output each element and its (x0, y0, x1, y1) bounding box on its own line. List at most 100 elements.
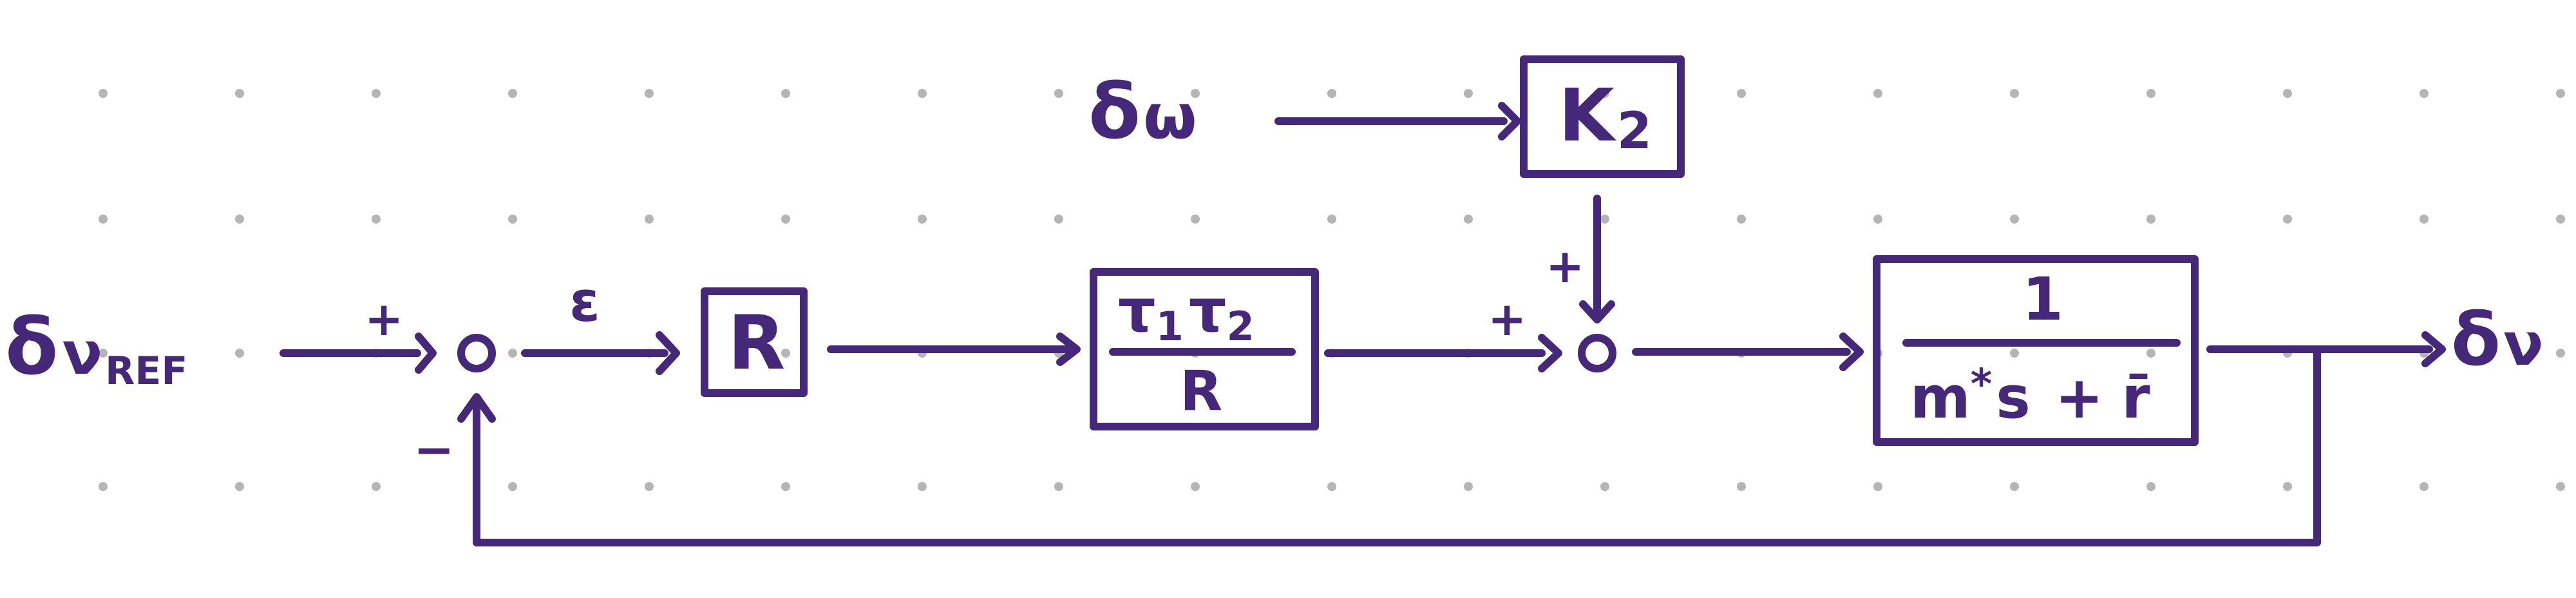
arrowhead-into-plant (1839, 333, 1864, 371)
grid-dot (918, 215, 927, 224)
sign-sum1-input: + (365, 292, 403, 346)
grid-dot (235, 89, 244, 98)
tau1-subscript: 1 (1156, 303, 1184, 350)
grid-dot (2283, 482, 2292, 491)
tau1-symbol: τ (1118, 276, 1156, 345)
block-r (701, 287, 808, 397)
plant-r-symbol: r̄ (2121, 364, 2150, 432)
signal-disturbance-label: δω (1088, 67, 1197, 156)
arrowhead-into-sum2 (1538, 334, 1562, 372)
arrowhead-into-sum2-top (1579, 300, 1615, 323)
grid-dot (235, 215, 244, 224)
input-delta-symbol: δ (5, 303, 58, 392)
block-r-label: R (728, 300, 785, 387)
grid-dot (1737, 215, 1746, 224)
grid-dot (1327, 482, 1336, 491)
grid-dot (1873, 215, 1882, 224)
arrowhead-into-sum1 (415, 333, 437, 374)
grid-dot (508, 89, 517, 98)
grid-dot (2420, 215, 2429, 224)
grid-dot (2556, 349, 2565, 358)
grid-dot (1464, 89, 1473, 98)
grid-dot (1737, 89, 1746, 98)
summing-junction-2 (1578, 334, 1616, 372)
grid-dot (2010, 349, 2019, 358)
arrowhead-into-tau (1056, 333, 1081, 366)
grid-dot (1191, 89, 1200, 98)
signal-output-label: δν (2451, 298, 2544, 382)
grid-dot (2146, 482, 2155, 491)
disturbance-omega-symbol: ω (1143, 81, 1197, 153)
plant-mass-symbol: m (1910, 364, 1971, 432)
grid-dot (2556, 89, 2565, 98)
grid-dot (508, 349, 517, 358)
tau2-symbol: τ (1189, 276, 1227, 345)
tau-numerator: τ1τ2 (1118, 276, 1255, 350)
grid-dot (2283, 215, 2292, 224)
plant-denominator: m*s + r̄ (1910, 361, 2150, 432)
grid-dot (781, 349, 790, 358)
grid-dot (372, 482, 381, 491)
tau-denominator: R (1180, 359, 1222, 423)
grid-dot (508, 215, 517, 224)
grid-dot (1600, 89, 1609, 98)
output-delta-symbol: δ (2451, 298, 2501, 382)
grid-dot (2283, 89, 2292, 98)
k2-k-symbol: K (1558, 74, 1617, 158)
grid-dot (99, 215, 108, 224)
k2-subscript: 2 (1617, 102, 1652, 160)
grid-dot (645, 215, 654, 224)
arrowhead-into-r (656, 331, 680, 375)
grid-dot (1191, 215, 1200, 224)
input-ref-subscript: REF (105, 349, 187, 394)
grid-dot (2420, 89, 2429, 98)
grid-dot (1600, 482, 1609, 491)
sign-sum2-input: + (1488, 292, 1526, 346)
plant-plus-symbol: + (2055, 364, 2103, 432)
disturbance-delta-symbol: δ (1088, 67, 1141, 156)
grid-dot (1054, 482, 1063, 491)
grid-dot (2556, 482, 2565, 491)
grid-dot (372, 89, 381, 98)
grid-dot (1873, 482, 1882, 491)
block-tau (1090, 268, 1319, 430)
plant-star-symbol: * (1971, 361, 1992, 409)
grid-dot (2010, 89, 2019, 98)
error-signal-label: ε (569, 270, 600, 334)
grid-dot (1054, 215, 1063, 224)
arrowhead-feedback-into-sum1 (457, 393, 496, 423)
sign-sum1-feedback: − (413, 421, 455, 478)
grid-dot (99, 482, 108, 491)
arrowhead-into-k2 (1498, 102, 1521, 140)
grid-dot (2010, 215, 2019, 224)
grid-dot (2146, 349, 2155, 358)
grid-dot (1737, 482, 1746, 491)
grid-dot (2556, 215, 2565, 224)
plant-numerator: 1 (2022, 265, 2063, 334)
tau2-subscript: 2 (1227, 303, 1255, 350)
summing-junction-1 (457, 334, 496, 372)
grid-dot (645, 482, 654, 491)
grid-dot (918, 89, 927, 98)
grid-dots (99, 89, 2565, 491)
grid-dot (99, 349, 108, 358)
output-nu-symbol: ν (2503, 310, 2544, 379)
grid-dot (1054, 89, 1063, 98)
block-k2 (1520, 55, 1685, 178)
grid-dot (508, 482, 517, 491)
grid-dot (2146, 89, 2155, 98)
grid-dot (645, 89, 654, 98)
grid-dot (1327, 215, 1336, 224)
grid-dot (781, 482, 790, 491)
grid-dot (235, 349, 244, 358)
grid-dot (1873, 89, 1882, 98)
arrowheads (415, 102, 2446, 423)
signal-input-label: δνREF (5, 303, 187, 394)
grid-dot (918, 482, 927, 491)
grid-dot (2010, 482, 2019, 491)
grid-dot (372, 215, 381, 224)
feedback-loop (473, 345, 2321, 546)
grid-dot (235, 482, 244, 491)
input-nu-symbol: ν (62, 319, 102, 388)
